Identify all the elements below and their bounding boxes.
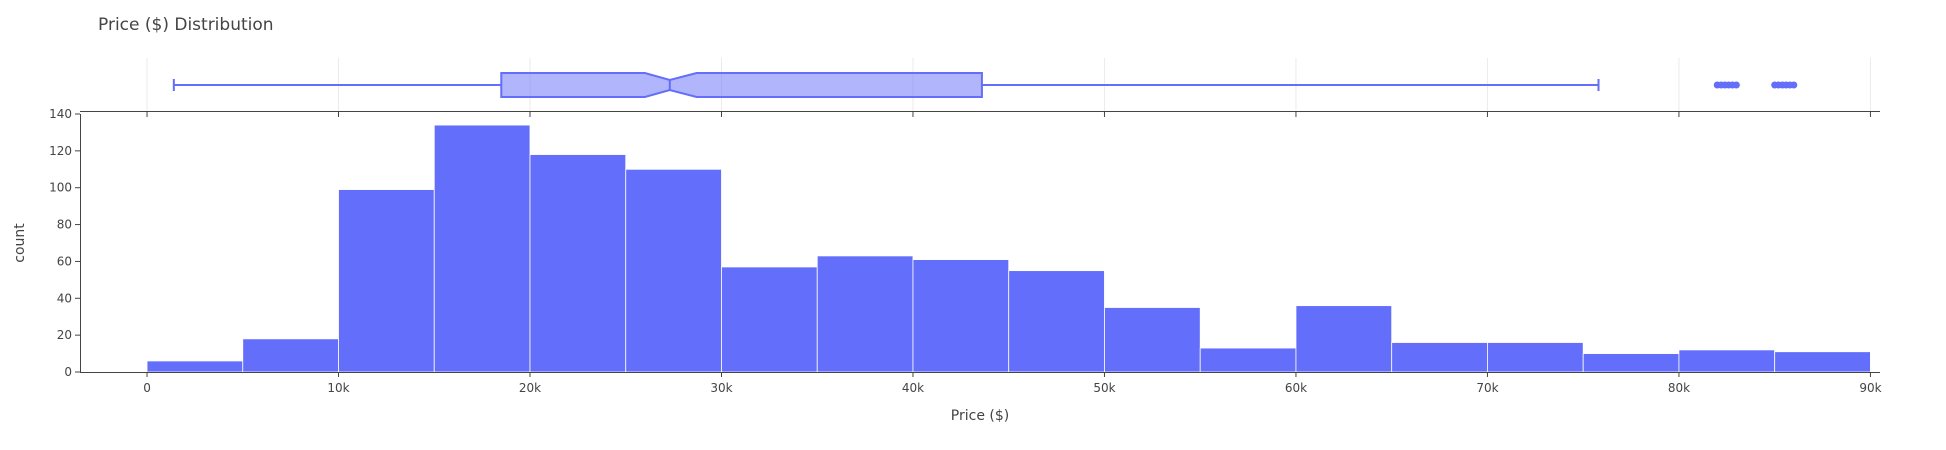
histogram-bar-16 bbox=[1678, 349, 1776, 373]
histogram-bar-3 bbox=[433, 124, 531, 373]
y-tick-label-7: 140 bbox=[49, 107, 72, 121]
y-tick-label-2: 40 bbox=[57, 291, 72, 305]
y-tick-label-6: 120 bbox=[49, 144, 72, 158]
y-tick-label-3: 60 bbox=[57, 254, 72, 268]
histogram-bar-17 bbox=[1774, 351, 1871, 373]
histogram-bar-9 bbox=[1008, 270, 1105, 373]
axes bbox=[80, 111, 1880, 373]
box-plot bbox=[172, 72, 1798, 98]
x-tick-label-2: 20k bbox=[519, 381, 541, 395]
histogram-bar-11 bbox=[1199, 347, 1297, 373]
outlier-point-11 bbox=[1790, 81, 1798, 89]
y-tick-label-1: 20 bbox=[57, 328, 72, 342]
histogram-bar-7 bbox=[816, 255, 914, 373]
y-tick-label-0: 0 bbox=[64, 365, 72, 379]
histogram-bars bbox=[146, 124, 1871, 373]
histogram-bar-8 bbox=[912, 259, 1010, 373]
histogram-bar-6 bbox=[721, 266, 818, 373]
histogram-bar-10 bbox=[1104, 307, 1201, 373]
x-tick-label-8: 80k bbox=[1668, 381, 1690, 395]
y-tick-label-5: 100 bbox=[49, 181, 72, 195]
histogram-bar-5 bbox=[625, 168, 722, 373]
x-tick-label-9: 90k bbox=[1859, 381, 1881, 395]
histogram-bar-14 bbox=[1487, 342, 1584, 373]
histogram-bar-0 bbox=[146, 360, 244, 373]
chart-title: Price ($) Distribution bbox=[98, 15, 274, 35]
y-tick-label-4: 80 bbox=[57, 218, 72, 232]
x-tick-label-1: 10k bbox=[327, 381, 349, 395]
histogram-bar-2 bbox=[338, 189, 435, 373]
x-tick-label-4: 40k bbox=[902, 381, 924, 395]
histogram-bar-13 bbox=[1391, 342, 1488, 373]
outlier-point-5 bbox=[1732, 81, 1740, 89]
y-axis-title: count bbox=[12, 223, 28, 263]
x-tick-label-6: 60k bbox=[1285, 381, 1307, 395]
histogram-bar-1 bbox=[242, 338, 339, 373]
x-tick-label-7: 70k bbox=[1476, 381, 1498, 395]
x-axis-title: Price ($) bbox=[951, 408, 1009, 424]
box-body bbox=[500, 72, 983, 98]
tick-labels: 0 10k 20k 30k 40k 50k 60k 70k 80k 90k 0 20 40 60 80 100… bbox=[49, 107, 1881, 395]
x-tick-label-0: 0 bbox=[143, 381, 151, 395]
x-tick-label-5: 50k bbox=[1093, 381, 1115, 395]
x-tick-label-3: 30k bbox=[710, 381, 732, 395]
histogram-bar-12 bbox=[1295, 305, 1393, 373]
histogram-bar-4 bbox=[529, 154, 627, 373]
histogram-bar-15 bbox=[1582, 353, 1680, 373]
